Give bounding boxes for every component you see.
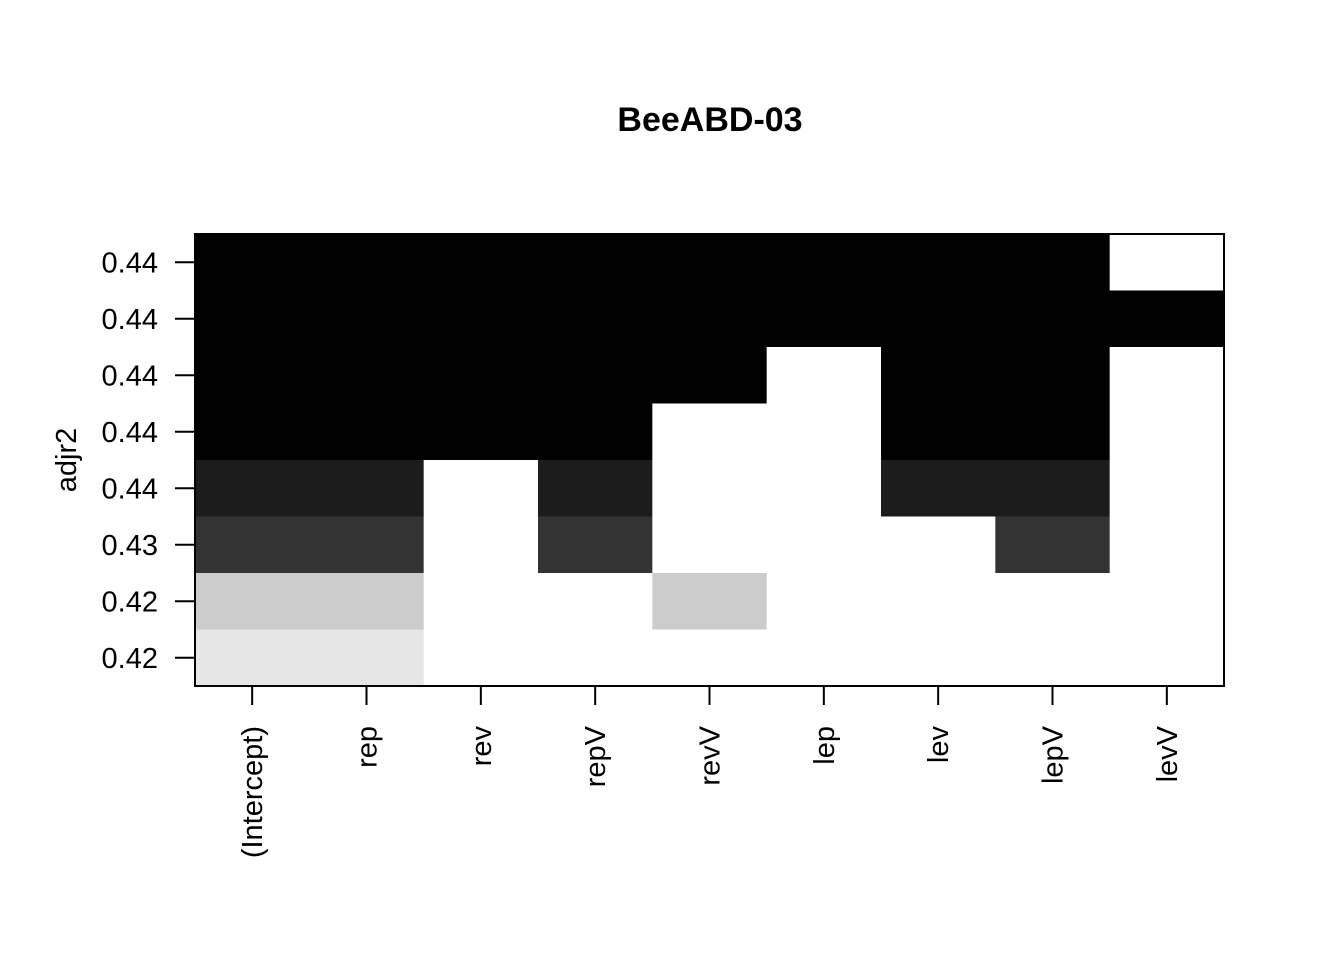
heatmap-cell xyxy=(423,516,539,574)
x-tick-label: repV xyxy=(580,725,612,787)
heatmap-cell xyxy=(195,290,310,348)
heatmap-cell xyxy=(1109,460,1225,517)
heatmap-cell xyxy=(652,403,768,461)
heatmap-cell xyxy=(195,460,310,517)
y-tick-label: 0.44 xyxy=(102,473,158,505)
heatmap-cell xyxy=(1109,403,1225,461)
heatmap-cell xyxy=(881,347,996,404)
y-tick-label: 0.42 xyxy=(102,586,158,618)
heatmap-cell xyxy=(538,460,653,517)
x-tick-label: rev xyxy=(466,726,498,767)
heatmap-cell xyxy=(652,290,768,348)
heatmap-cell xyxy=(1109,573,1225,630)
heatmap-cell xyxy=(652,516,768,574)
y-tick-label: 0.44 xyxy=(102,304,158,336)
heatmap-cell xyxy=(195,516,310,574)
heatmap-cell xyxy=(423,234,539,291)
heatmap-cell xyxy=(995,234,1111,291)
y-tick-label: 0.43 xyxy=(102,530,158,562)
heatmap-cell xyxy=(881,460,996,517)
heatmap-cell xyxy=(309,516,425,574)
heatmap-cell xyxy=(881,629,996,687)
heatmap-cell xyxy=(995,290,1111,348)
heatmap-cell xyxy=(309,347,425,404)
heatmap-cell xyxy=(881,234,996,291)
heatmap-cell xyxy=(995,516,1111,574)
heatmap-cell xyxy=(423,573,539,630)
heatmap-cell xyxy=(195,573,310,630)
heatmap-cell xyxy=(995,629,1111,687)
heatmap-cell xyxy=(766,629,882,687)
heatmap-cell xyxy=(423,629,539,687)
heatmap-cell xyxy=(423,290,539,348)
heatmap-cell xyxy=(309,403,425,461)
x-tick-label: levV xyxy=(1152,725,1184,782)
y-tick-label: 0.42 xyxy=(102,643,158,675)
x-tick-label: lepV xyxy=(1038,725,1070,784)
heatmap-cell xyxy=(538,573,653,630)
y-axis: 0.44 0.44 0.44 0.44 0.44 0.43 0.42 0.42 xyxy=(102,247,195,675)
x-tick-label: revV xyxy=(695,725,727,785)
heatmap-cell xyxy=(766,234,882,291)
heatmap-cell xyxy=(195,629,310,687)
x-tick-label: lev xyxy=(923,726,955,764)
heatmap-cell xyxy=(652,629,768,687)
heatmap-cell xyxy=(309,234,425,291)
heatmap-cell xyxy=(766,290,882,348)
heatmap-cell xyxy=(1109,347,1225,404)
heatmap-cell xyxy=(881,516,996,574)
heatmap-cell xyxy=(423,347,539,404)
y-tick-label: 0.44 xyxy=(102,417,158,449)
y-tick-label: 0.44 xyxy=(102,360,158,392)
y-axis-title: adjr2 xyxy=(51,428,83,493)
heatmap-cell xyxy=(995,573,1111,630)
heatmap-cell xyxy=(1109,234,1225,291)
x-axis: (Intercept) rep rev repV revV lep lev lepV levV xyxy=(237,686,1184,858)
heatmap-cell xyxy=(881,403,996,461)
heatmap-cell xyxy=(766,516,882,574)
heatmap-cell xyxy=(195,347,310,404)
heatmap-cell xyxy=(423,403,539,461)
heatmap-cell xyxy=(1109,629,1225,687)
heatmap-cell xyxy=(309,573,425,630)
heatmap-cell xyxy=(652,347,768,404)
heatmap-cell xyxy=(538,403,653,461)
heatmap-cell xyxy=(195,403,310,461)
heatmap-cell xyxy=(423,460,539,517)
heatmap-cell xyxy=(538,234,653,291)
heatmap-cell xyxy=(766,573,882,630)
heatmap-cell xyxy=(538,290,653,348)
heatmap-cell xyxy=(766,403,882,461)
heatmap-cell xyxy=(652,460,768,517)
heatmap-cells xyxy=(195,234,1225,687)
heatmap-cell xyxy=(538,516,653,574)
x-tick-label: (Intercept) xyxy=(237,726,269,858)
heatmap-cell xyxy=(652,573,768,630)
chart-title: BeeABD-03 xyxy=(617,101,802,139)
heatmap-cell xyxy=(538,629,653,687)
heatmap-cell xyxy=(881,573,996,630)
heatmap-cell xyxy=(995,403,1111,461)
heatmap-cell xyxy=(195,234,310,291)
heatmap-cell xyxy=(1109,516,1225,574)
heatmap-cell xyxy=(309,460,425,517)
x-tick-label: rep xyxy=(352,726,384,768)
heatmap-cell xyxy=(881,290,996,348)
heatmap-cell xyxy=(309,290,425,348)
heatmap-cell xyxy=(995,460,1111,517)
heatmap-cell xyxy=(995,347,1111,404)
y-tick-label: 0.44 xyxy=(102,247,158,279)
x-tick-label: lep xyxy=(809,726,841,765)
heatmap-cell xyxy=(766,460,882,517)
heatmap-cell xyxy=(309,629,425,687)
heatmap-cell xyxy=(1109,290,1225,348)
heatmap-cell xyxy=(538,347,653,404)
heatmap-cell xyxy=(652,234,768,291)
heatmap-cell xyxy=(766,347,882,404)
